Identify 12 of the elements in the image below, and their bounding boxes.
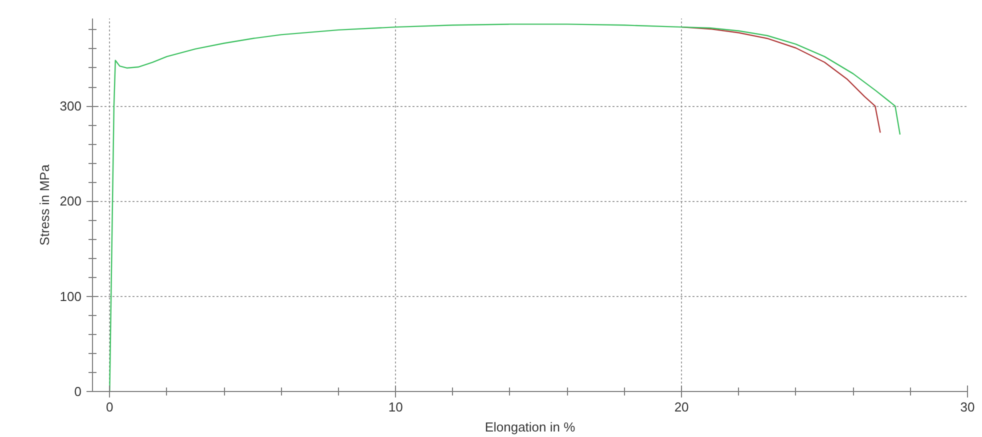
line-series — [680, 26, 881, 134]
x-tick-label: 30 — [960, 400, 975, 414]
y-tick-label: 200 — [60, 194, 82, 209]
y-tick-label: 100 — [60, 288, 82, 304]
x-axis-title: Elongation in % — [484, 420, 576, 434]
y-tick-label: 300 — [60, 98, 82, 114]
x-tick-label: 0 — [106, 400, 114, 414]
y-tick-label: 0 — [74, 384, 82, 399]
y-axis-title: Stress in MPa — [36, 164, 52, 246]
x-tick-label: 20 — [674, 400, 689, 414]
x-tick-label: 10 — [388, 400, 403, 414]
line-series — [109, 24, 901, 392]
